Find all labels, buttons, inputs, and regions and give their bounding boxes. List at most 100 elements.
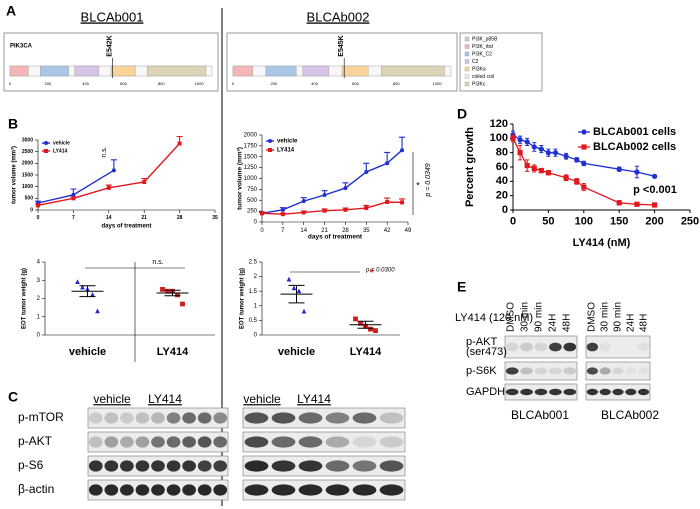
band — [271, 484, 296, 496]
data-point — [296, 288, 302, 294]
legend-swatch — [464, 36, 470, 42]
group-label: LY414 — [297, 392, 331, 406]
x-tick-label: 49 — [405, 228, 412, 234]
data-point — [517, 137, 523, 143]
band — [120, 412, 134, 424]
band — [505, 367, 519, 375]
band — [298, 436, 323, 448]
row-label: p-mTOR — [18, 410, 64, 424]
x-tick-label: 21 — [141, 215, 147, 221]
x-tick-label: LY414 — [350, 346, 382, 358]
legend-label: BLCAb001 cells — [593, 126, 676, 138]
band — [197, 412, 212, 424]
band — [586, 388, 599, 396]
y-tick-label: 0 — [37, 333, 41, 339]
band — [325, 412, 350, 424]
data-point — [545, 170, 551, 176]
protein-box — [3, 32, 219, 92]
group-label: vehicle — [93, 392, 131, 406]
band — [505, 388, 519, 396]
legend-label: PI3K_p85B — [472, 36, 498, 42]
band — [135, 436, 150, 448]
data-point — [301, 199, 306, 204]
y-axis-label: EOT tumor weight (g) — [22, 268, 28, 329]
data-point — [71, 192, 76, 197]
x-axis-label: LY414 (nM) — [573, 237, 631, 249]
lane-label: 90 min — [534, 302, 545, 332]
y-tick-label: 100 — [490, 132, 508, 144]
data-point — [581, 144, 587, 150]
data-point — [75, 279, 80, 284]
data-point — [581, 184, 587, 190]
legend-label: BLCAb002 cells — [593, 141, 676, 153]
band — [182, 460, 196, 472]
band — [197, 484, 212, 496]
data-point — [616, 166, 622, 172]
row-label: GAPDH — [466, 386, 505, 398]
data-point — [581, 129, 587, 135]
data-point — [538, 167, 544, 174]
band — [325, 484, 350, 496]
blot — [504, 335, 578, 359]
band — [88, 436, 103, 448]
x-tick-label: 50 — [542, 216, 554, 228]
y-axis-label: tumor volume (mm³) — [237, 147, 244, 210]
x-tick-label: 0 — [510, 216, 516, 228]
y-tick-label: 1500 — [244, 154, 258, 160]
band — [298, 460, 323, 472]
band — [213, 436, 228, 448]
data-point — [44, 149, 48, 153]
legend-label: vehicle — [277, 139, 298, 145]
band — [599, 388, 611, 396]
sem-bar — [79, 285, 96, 298]
band — [612, 388, 624, 396]
data-point — [322, 208, 327, 213]
band — [120, 460, 134, 472]
data-point — [106, 185, 111, 190]
x-tick-label: 100 — [575, 216, 593, 228]
band — [563, 367, 577, 375]
row-label: p-AKT — [18, 434, 53, 448]
axis-tick-label: 200 — [270, 81, 277, 86]
y-tick-label: 2.5 — [249, 260, 258, 266]
data-point — [175, 292, 180, 298]
annotation: n.s. — [101, 146, 108, 157]
data-point — [545, 150, 552, 156]
annotation: * — [416, 180, 420, 190]
band — [563, 342, 577, 352]
row-label: β-actin — [18, 482, 54, 496]
y-tick-label: 250 — [247, 209, 258, 215]
y-tick-label: 3000 — [22, 137, 33, 143]
x-tick-label: 7 — [281, 228, 285, 234]
band — [244, 412, 269, 424]
annotation: n.s. — [152, 259, 163, 266]
band — [352, 436, 377, 448]
group-label: LY414 — [148, 392, 182, 406]
data-point — [343, 186, 348, 191]
data-point — [616, 200, 622, 206]
data-point — [280, 207, 285, 212]
row-label: p-S6K — [466, 365, 497, 377]
band — [352, 412, 377, 424]
sem-bar — [164, 289, 181, 297]
data-point — [574, 157, 580, 163]
lane-label: DMSO — [587, 302, 598, 332]
data-point — [364, 169, 369, 174]
axis-tick-label: 800 — [393, 81, 400, 86]
x-tick-label: 150 — [610, 216, 628, 228]
lane-label: DMSO — [506, 302, 517, 332]
series-line — [261, 149, 403, 214]
band — [213, 460, 228, 472]
x-tick-label: vehicle — [69, 346, 106, 358]
domain — [381, 65, 445, 77]
x-tick-label: 42 — [384, 228, 391, 234]
band — [520, 342, 533, 352]
band — [534, 388, 548, 396]
y-tick-label: 1 — [254, 303, 258, 309]
legend-label: C2 — [472, 59, 479, 65]
sample-label: BLCAb002 — [307, 9, 370, 24]
legend-label: LY414 — [277, 148, 295, 154]
band — [325, 436, 350, 448]
data-point — [44, 141, 48, 145]
band — [599, 342, 611, 352]
